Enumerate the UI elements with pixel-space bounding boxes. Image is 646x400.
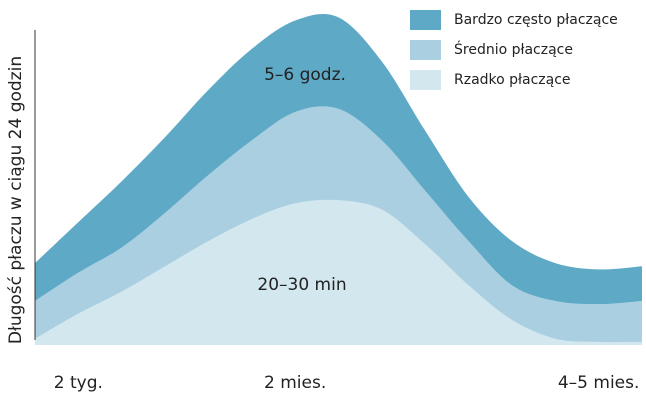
legend-swatch (410, 70, 441, 90)
x-tick-label: 2 mies. (264, 373, 326, 393)
legend-label: Rzadko płaczące (454, 72, 571, 88)
legend-label: Średnio płaczące (454, 40, 573, 58)
legend-swatch (410, 40, 441, 60)
area (35, 199, 642, 345)
annotation: 5–6 godz. (264, 65, 346, 85)
legend-label: Bardzo często płaczące (454, 12, 618, 28)
x-tick-label: 4–5 mies. (558, 373, 640, 393)
legend-swatch (410, 10, 441, 30)
x-tick-label: 2 tyg. (54, 373, 103, 393)
y-axis-label: Długość płaczu w ciągu 24 godzin (6, 56, 26, 344)
annotation: 20–30 min (257, 275, 346, 295)
